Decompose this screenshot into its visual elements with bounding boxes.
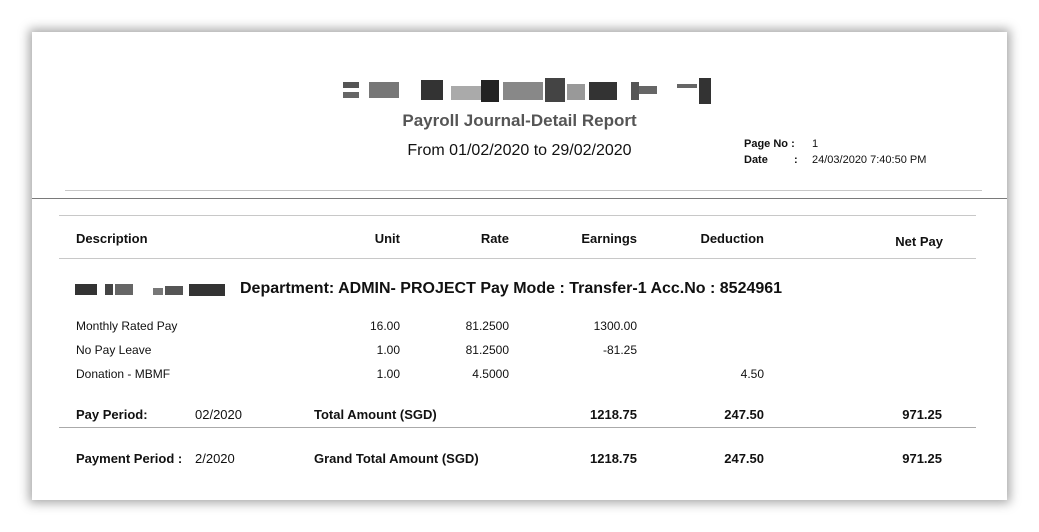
date-colon: : <box>794 154 798 166</box>
column-header-description: Description <box>76 231 148 246</box>
row-unit: 1.00 <box>376 343 400 357</box>
row-deduction: 4.50 <box>740 367 764 381</box>
total-earnings: 1218.75 <box>590 407 637 422</box>
grand-total-label: Grand Total Amount (SGD) <box>314 451 479 466</box>
date-value: 24/03/2020 7:40:50 PM <box>812 154 927 166</box>
payment-period-label: Payment Period : <box>76 451 183 466</box>
total-deduction: 247.50 <box>724 407 764 422</box>
row-rate: 4.5000 <box>472 367 509 381</box>
row-description: Donation - MBMF <box>76 367 171 381</box>
grand-total-deduction: 247.50 <box>724 451 764 466</box>
report-date-range: From 01/02/2020 to 29/02/2020 <box>407 142 632 159</box>
row-unit: 1.00 <box>376 367 400 381</box>
page-number-value: 1 <box>812 138 819 150</box>
row-description: No Pay Leave <box>76 343 152 357</box>
employee-name-redacted <box>75 282 227 298</box>
subtotal-rule <box>59 427 976 428</box>
page-number-label: Page No : <box>744 138 795 150</box>
column-header-rate: Rate <box>480 231 509 246</box>
header-divider <box>65 190 982 191</box>
row-earnings: -81.25 <box>602 343 637 357</box>
row-rate: 81.2500 <box>465 343 509 357</box>
row-description: Monthly Rated Pay <box>76 319 178 333</box>
total-net-pay: 971.25 <box>902 407 942 422</box>
column-header-earnings: Earnings <box>581 231 637 246</box>
payment-period-value: 2/2020 <box>195 451 235 466</box>
employee-department-line: Department: ADMIN- PROJECT Pay Mode : Tr… <box>240 280 783 297</box>
column-header-unit: Unit <box>374 231 400 246</box>
column-header-deduction: Deduction <box>700 231 764 246</box>
pay-period-value: 02/2020 <box>195 407 242 422</box>
pay-period-label: Pay Period: <box>76 407 148 422</box>
report-title: Payroll Journal-Detail Report <box>402 111 637 130</box>
column-header-bottom-rule <box>59 258 976 259</box>
total-amount-label: Total Amount (SGD) <box>314 407 437 422</box>
row-unit: 16.00 <box>369 319 400 333</box>
company-name-redacted <box>341 76 719 106</box>
date-label: Date <box>744 154 768 166</box>
page-header-border <box>32 198 1007 199</box>
column-header-net-pay: Net Pay <box>895 234 943 249</box>
report-page: Payroll Journal-Detail Report From 01/02… <box>32 32 1007 500</box>
grand-total-earnings: 1218.75 <box>590 451 637 466</box>
grand-total-net-pay: 971.25 <box>902 451 942 466</box>
row-rate: 81.2500 <box>465 319 509 333</box>
row-earnings: 1300.00 <box>593 319 637 333</box>
column-header-top-rule <box>59 215 976 216</box>
